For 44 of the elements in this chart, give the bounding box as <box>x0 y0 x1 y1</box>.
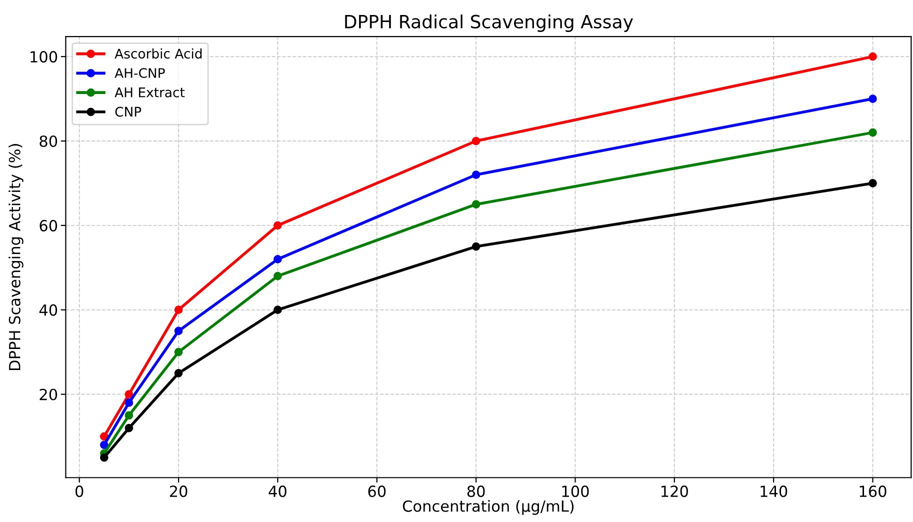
point <box>868 94 877 103</box>
point <box>472 136 480 146</box>
x-tick-label: 120 <box>662 486 688 498</box>
point <box>124 424 134 432</box>
x-tick-label: 60 <box>368 486 386 498</box>
point <box>274 255 282 264</box>
point <box>174 348 183 356</box>
x-tick-label: 20 <box>170 486 188 498</box>
point <box>100 440 108 450</box>
y-tick-label: 60 <box>40 220 58 232</box>
x-tick-label: 80 <box>467 486 485 498</box>
y-tick-label: 100 <box>30 51 58 63</box>
legend-label: Ascorbic Acid <box>114 48 202 59</box>
point <box>472 242 480 251</box>
y-axis-title: DPPH Scavenging Activity (%) <box>8 144 24 370</box>
point <box>174 368 183 378</box>
point <box>868 179 877 188</box>
x-tick-label: 160 <box>860 486 886 498</box>
point <box>274 272 282 280</box>
point <box>174 306 183 314</box>
point <box>100 432 108 441</box>
y-tick-label: 40 <box>39 304 58 316</box>
legend-label: CNP <box>115 106 142 117</box>
point <box>274 306 282 314</box>
point <box>472 200 480 208</box>
y-tick-label: 20 <box>40 388 58 400</box>
point <box>174 326 183 336</box>
point <box>868 128 877 137</box>
x-tick-label: 0 <box>76 486 84 498</box>
point <box>472 170 480 179</box>
chart-title: DPPH Radical Scavenging Assay <box>345 14 633 32</box>
legend-label: AH Extract <box>114 88 185 98</box>
point <box>124 411 134 420</box>
x-axis-title: Concentration (µg/mL) <box>402 500 574 515</box>
point <box>868 52 877 61</box>
point <box>124 398 134 407</box>
y-tick-label: 80 <box>40 135 58 148</box>
point <box>124 390 134 398</box>
point <box>100 453 108 462</box>
point <box>274 221 282 230</box>
x-tick-label: 140 <box>760 486 788 498</box>
x-tick-label: 40 <box>268 486 286 498</box>
x-tick-label: 100 <box>562 486 589 498</box>
legend-label: AH-CNP <box>114 68 165 78</box>
